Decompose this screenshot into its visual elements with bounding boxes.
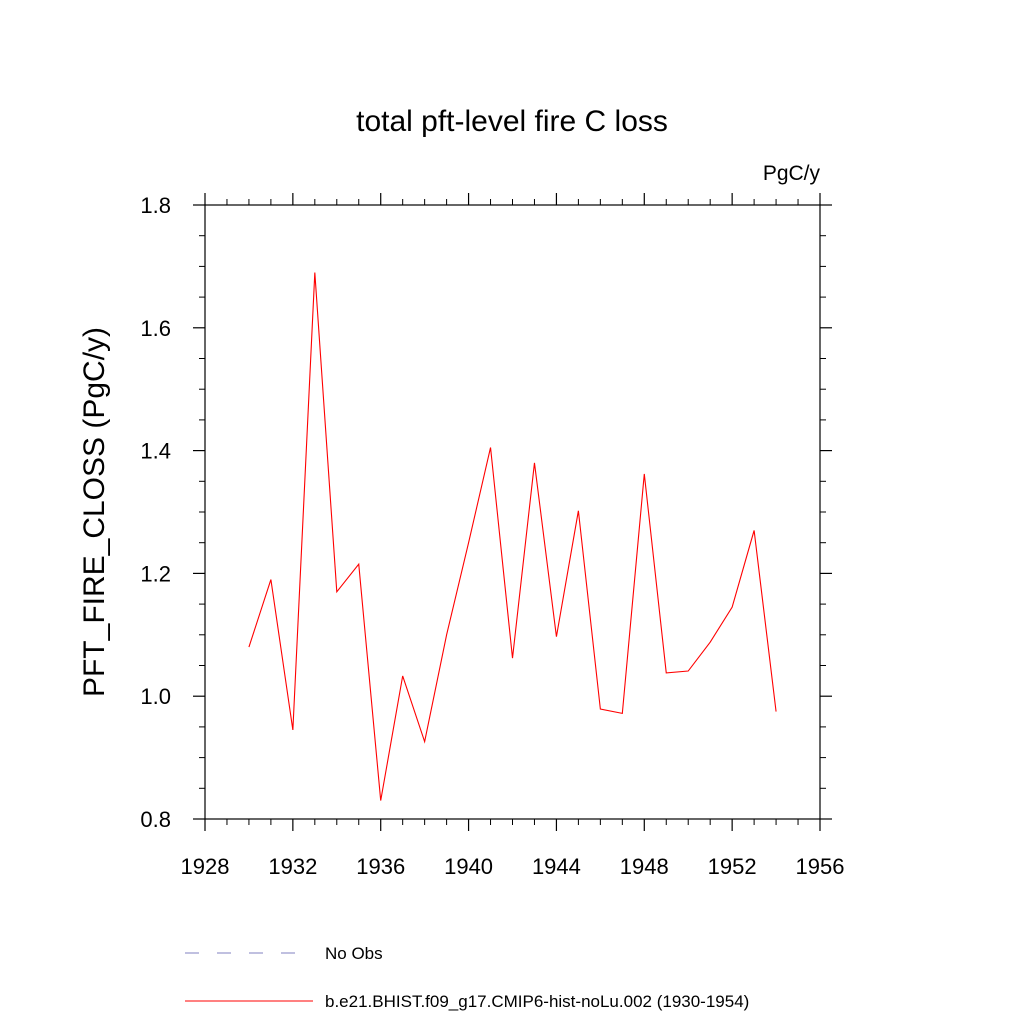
series-layer <box>248 272 777 801</box>
x-tick-label: 1936 <box>356 854 405 879</box>
x-tick-label: 1952 <box>708 854 757 879</box>
axis-ticks: 1928 1932 1936 1940 1944 1948 1952 1956 0.8 1.0 1.… <box>140 193 844 879</box>
x-tick-label: 1944 <box>532 854 581 879</box>
y-tick-label: 1.2 <box>140 561 171 586</box>
legend: No Obs b.e21.BHIST.f09_g17.CMIP6-hist-noL… <box>185 944 749 1011</box>
x-tick-label: 1948 <box>620 854 669 879</box>
y-tick-label: 1.8 <box>140 193 171 218</box>
x-tick-label: 1940 <box>444 854 493 879</box>
units-label: PgC/y <box>763 162 821 185</box>
chart-title: total pft-level fire C loss <box>356 105 668 138</box>
y-tick-label: 0.8 <box>140 807 171 832</box>
y-axis-label: PFT_FIRE_CLOSS (PgC/y) <box>78 327 111 697</box>
x-tick-label: 1956 <box>796 854 845 879</box>
x-tick-label: 1932 <box>268 854 317 879</box>
plot-frame <box>204 204 821 820</box>
legend-label: b.e21.BHIST.f09_g17.CMIP6-hist-noLu.002 … <box>325 992 749 1011</box>
y-tick-label: 1.6 <box>140 316 171 341</box>
x-tick-label: 1928 <box>181 854 230 879</box>
y-tick-label: 1.4 <box>140 439 171 464</box>
series-line <box>248 272 777 801</box>
y-tick-label: 1.0 <box>140 684 171 709</box>
legend-label: No Obs <box>325 944 383 963</box>
